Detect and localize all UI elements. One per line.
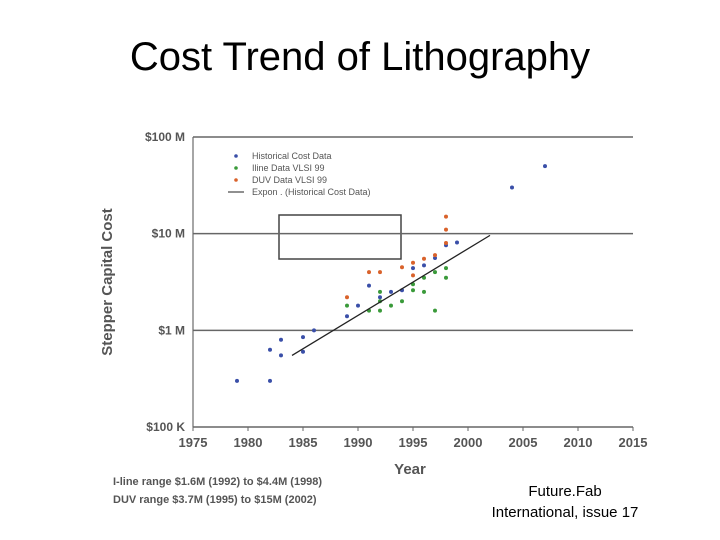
y-axis-title: Stepper Capital Cost [99, 208, 116, 356]
data-point [444, 227, 448, 232]
data-point [268, 347, 272, 352]
data-point [345, 303, 349, 308]
x-tick-label: 1980 [234, 435, 263, 450]
data-point [422, 263, 426, 268]
data-point [433, 253, 437, 258]
x-tick-label: 2005 [509, 435, 538, 450]
legend-label: Iline Data VLSI 99 [252, 163, 325, 173]
data-point [301, 349, 305, 354]
note: DUV range $3.7M (1995) to $15M (2002) [113, 494, 317, 506]
highlight-box [278, 214, 402, 260]
data-point [411, 266, 415, 271]
data-point [400, 299, 404, 304]
x-tick-label: 1985 [289, 435, 318, 450]
slide-title: Cost Trend of Lithography [130, 35, 590, 79]
data-point [345, 295, 349, 300]
data-point [378, 308, 382, 313]
x-axis-title: Year [394, 461, 426, 478]
y-tick-label: $10 M [152, 227, 185, 241]
y-tick-label: $100 K [146, 420, 185, 434]
y-tick-label: $1 M [158, 323, 185, 337]
legend-label: DUV Data VLSI 99 [252, 175, 327, 185]
data-point [301, 335, 305, 340]
x-tick-label: 2010 [564, 435, 593, 450]
data-point [389, 289, 393, 294]
data-point [433, 270, 437, 275]
data-point [422, 256, 426, 261]
legend-swatch [234, 178, 238, 182]
data-point [400, 265, 404, 270]
data-point [345, 314, 349, 319]
data-point [444, 241, 448, 246]
data-point [433, 308, 437, 313]
x-tick-label: 1990 [344, 435, 373, 450]
legend-label: Expon . (Historical Cost Data) [252, 187, 371, 197]
data-point [411, 273, 415, 278]
data-point [279, 353, 283, 358]
data-point [444, 214, 448, 219]
data-point [411, 288, 415, 293]
data-point [444, 275, 448, 280]
trend-line [291, 234, 491, 356]
data-point [312, 328, 316, 333]
data-point [279, 337, 283, 342]
data-point [367, 283, 371, 288]
data-point [378, 289, 382, 294]
x-tick-label: 1975 [179, 435, 208, 450]
data-point [235, 378, 239, 383]
data-point [422, 289, 426, 294]
x-tick-label: 2000 [454, 435, 483, 450]
data-point [455, 240, 459, 245]
data-point [389, 303, 393, 308]
data-point [444, 266, 448, 271]
data-point [378, 295, 382, 300]
note: I-line range $1.6M (1992) to $4.4M (1998… [113, 476, 322, 488]
data-point [543, 164, 547, 169]
data-point [356, 303, 360, 308]
data-point [268, 378, 272, 383]
source: Future.Fab [528, 483, 601, 500]
legend-label: Historical Cost Data [252, 151, 332, 161]
data-point [367, 270, 371, 275]
legend-swatch [234, 166, 238, 170]
data-point [378, 270, 382, 275]
source: International, issue 17 [492, 504, 639, 521]
x-tick-label: 2015 [619, 435, 648, 450]
x-tick-label: 1995 [399, 435, 428, 450]
data-point [510, 185, 514, 190]
y-tick-label: $100 M [145, 130, 185, 144]
data-point [411, 260, 415, 265]
data-point [433, 256, 437, 261]
legend-swatch [234, 154, 238, 158]
